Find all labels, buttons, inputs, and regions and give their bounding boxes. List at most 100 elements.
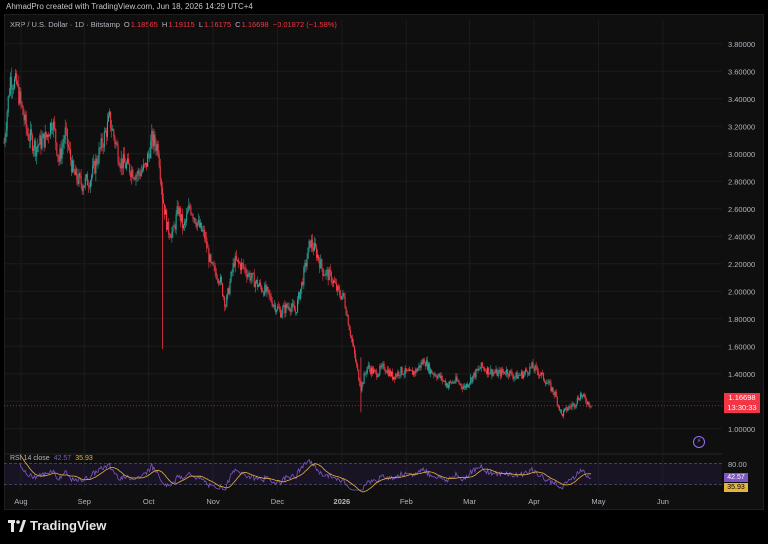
candle-body — [573, 403, 575, 408]
candle-body — [173, 226, 175, 227]
candle-body — [536, 367, 538, 372]
candle-body — [151, 131, 153, 141]
candle-body — [363, 373, 365, 384]
candle-body — [314, 243, 317, 248]
candle-body — [326, 269, 328, 271]
candle-body — [375, 370, 377, 372]
tradingview-logo[interactable]: TradingView — [8, 518, 106, 533]
candle-body — [477, 368, 479, 371]
candle-body — [327, 269, 329, 281]
open-key: O — [123, 20, 130, 29]
candle-body — [538, 374, 540, 376]
candle-body — [88, 186, 91, 188]
candle-body — [24, 114, 26, 121]
candle-body — [100, 138, 102, 149]
candle-body — [203, 230, 205, 231]
candle-body — [154, 134, 156, 146]
rsi-pane: 80.00 — [4, 453, 747, 493]
candle-body — [507, 369, 509, 375]
candle-body — [284, 304, 286, 314]
candle-body — [560, 409, 563, 414]
candle-body — [492, 372, 494, 376]
candle-body — [125, 163, 128, 169]
candle-body — [442, 380, 444, 382]
candle-body — [266, 286, 268, 292]
candle-body — [246, 273, 248, 278]
alert-icon[interactable]: ⚡ — [693, 436, 705, 448]
candle-body — [438, 373, 440, 376]
change-value: −0.01872 (−1.58%) — [272, 20, 337, 29]
candle-body — [321, 259, 323, 269]
candle-body — [512, 375, 514, 379]
candle-body — [283, 304, 285, 308]
candle-body — [368, 365, 370, 369]
candle-body — [318, 255, 320, 261]
candle-body — [291, 303, 293, 308]
candle-body — [52, 129, 54, 131]
rsi-label[interactable]: RSI 14 close — [10, 455, 50, 462]
candle-body — [315, 247, 318, 258]
candle-body — [430, 369, 432, 374]
candle-body — [124, 162, 126, 169]
candle-body — [218, 282, 220, 284]
candle-body — [452, 381, 454, 384]
candle-body — [453, 381, 455, 383]
symbol-label[interactable]: XRP / U.S. Dollar · 1D · Bitstamp — [10, 20, 120, 29]
candle-body — [37, 145, 39, 148]
candle-body — [79, 173, 81, 176]
candle-body — [170, 236, 172, 238]
brand-name: TradingView — [30, 518, 107, 533]
candle-body — [402, 374, 404, 375]
candle-body — [462, 387, 464, 389]
candle-body — [97, 162, 99, 164]
candle-body — [336, 283, 338, 291]
candle-body — [385, 371, 387, 373]
candle-body — [143, 164, 145, 166]
candle-body — [204, 230, 206, 239]
candle-body — [546, 382, 548, 385]
candle-body — [370, 367, 372, 374]
candle-body — [180, 214, 182, 221]
candle-body — [422, 359, 424, 365]
candle-body — [441, 375, 443, 381]
candle-body — [449, 381, 451, 385]
candle-body — [92, 165, 94, 176]
candle-body — [293, 306, 295, 311]
candle-body — [216, 278, 218, 280]
candle-body — [48, 135, 50, 137]
candle-body — [554, 391, 556, 396]
candle-body — [295, 312, 298, 314]
candle-body — [411, 370, 413, 372]
candle-body — [511, 371, 513, 376]
y-tick-label: 3.00000 — [728, 150, 755, 159]
candle-body — [470, 377, 472, 383]
candle-body — [352, 343, 355, 347]
candle-body — [281, 313, 283, 318]
candle-body — [488, 367, 490, 375]
candle-body — [256, 279, 258, 288]
candle-body — [230, 272, 232, 282]
candle-body — [195, 223, 197, 227]
candle-body — [575, 403, 577, 406]
candle-body — [319, 260, 321, 269]
candle-body — [292, 303, 294, 307]
candle-body — [454, 382, 456, 383]
candle-body — [11, 88, 13, 90]
candle-body — [33, 148, 35, 151]
candle-body — [66, 128, 68, 145]
candle-body — [330, 272, 332, 283]
candlesticks — [3, 67, 592, 419]
y-tick-label: 1.60000 — [728, 342, 755, 351]
y-axis: 3.80000 3.60000 3.40000 3.20000 3.00000 2.800… — [728, 40, 755, 434]
candle-body — [359, 380, 361, 387]
candle-body — [262, 291, 264, 292]
candle-body — [339, 289, 341, 296]
candle-body — [248, 273, 250, 275]
candle-body — [529, 366, 531, 374]
candle-body — [301, 281, 303, 289]
candle-body — [303, 267, 305, 285]
candle-body — [527, 371, 529, 374]
candle-body — [416, 369, 418, 372]
candle-body — [369, 368, 371, 374]
